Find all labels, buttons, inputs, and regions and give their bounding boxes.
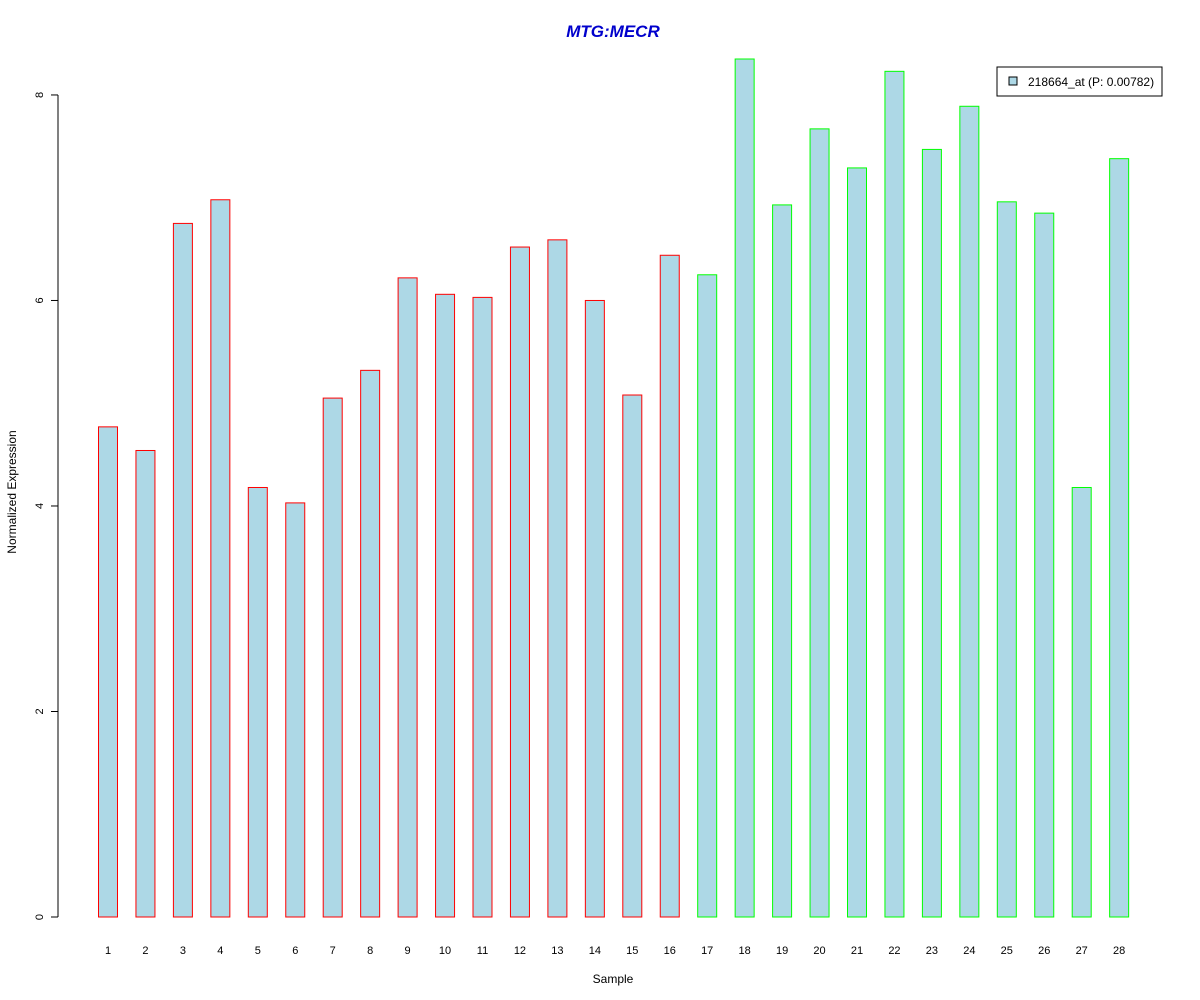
bar-sample-14 (584, 299, 605, 918)
x-tick-label: 22 (888, 945, 900, 957)
chart-title: MTG:MECR (566, 22, 660, 41)
bar-sample-15 (622, 394, 643, 918)
legend-label: 218664_at (P: 0.00782) (1028, 75, 1154, 89)
bar-sample-24 (959, 105, 980, 918)
bar-sample-28 (1109, 158, 1130, 918)
bar-sample-5 (247, 486, 268, 918)
x-tick-label: 6 (292, 945, 298, 957)
x-tick-label: 1 (105, 945, 111, 957)
y-tick-label: 4 (34, 503, 46, 509)
bar-sample-20 (809, 128, 830, 918)
bar-sample-27 (1071, 486, 1092, 918)
y-tick-label: 6 (34, 297, 46, 303)
bar-sample-16 (659, 254, 680, 918)
bar-sample-17 (697, 274, 718, 918)
x-tick-label: 21 (851, 945, 863, 957)
bar-sample-2 (135, 449, 156, 918)
bar-sample-3 (172, 222, 193, 918)
bar-sample-10 (435, 293, 456, 918)
x-tick-label: 23 (926, 945, 938, 957)
x-tick-label: 20 (813, 945, 825, 957)
x-tick-label: 19 (776, 945, 788, 957)
bar-sample-21 (847, 167, 867, 918)
x-tick-label: 17 (701, 945, 713, 957)
bar-sample-22 (884, 70, 905, 918)
x-tick-label: 3 (180, 945, 186, 957)
x-tick-label: 9 (405, 945, 411, 957)
x-axis-label: Sample (593, 972, 634, 986)
bar-sample-23 (921, 148, 942, 918)
x-tick-label: 15 (626, 945, 638, 957)
x-tick-label: 11 (477, 945, 488, 957)
x-tick-label: 7 (330, 945, 336, 957)
x-tick-label: 5 (255, 945, 261, 957)
bar-sample-9 (397, 277, 418, 918)
legend-box (996, 66, 1163, 97)
x-tick-label: 13 (551, 945, 563, 957)
y-tick-label: 0 (34, 914, 46, 920)
x-tick-label: 16 (664, 945, 676, 957)
y-tick-label: 2 (34, 708, 46, 714)
x-tick-label: 8 (367, 945, 373, 957)
x-tick-label: 4 (217, 945, 223, 957)
x-tick-label: 28 (1113, 945, 1125, 957)
bar-sample-25 (996, 201, 1017, 918)
bar-group (98, 58, 1130, 918)
x-tick-label: 25 (1001, 945, 1013, 957)
x-tick-label: 24 (963, 945, 975, 957)
x-tick-label: 12 (514, 945, 526, 957)
bar-sample-12 (509, 246, 530, 918)
y-axis-label: Normalized Expression (5, 430, 19, 553)
bar-sample-11 (472, 296, 493, 918)
bar-sample-26 (1034, 212, 1055, 918)
x-tick-label: 10 (439, 945, 451, 957)
y-tick-label: 8 (34, 92, 46, 98)
bar-sample-19 (772, 204, 793, 918)
legend: 218664_at (P: 0.00782) (996, 66, 1163, 97)
x-tick-label: 2 (142, 945, 148, 957)
x-tick-label: 18 (739, 945, 751, 957)
x-tick-label: 26 (1038, 945, 1050, 957)
bar-sample-8 (360, 369, 381, 918)
bar-sample-13 (547, 239, 568, 918)
y-axis: 0 2 4 6 8 (34, 92, 59, 920)
bar-sample-6 (285, 502, 306, 918)
bar-sample-18 (734, 58, 755, 918)
x-tick-labels: 1 2 3 4 5 6 7 8 9 10 11 12 13 14 15 16 17 18 19 20 21 22 23 24 2… (105, 945, 1125, 957)
bar-sample-4 (210, 199, 231, 918)
bar-sample-7 (322, 397, 343, 918)
x-tick-label: 27 (1076, 945, 1088, 957)
legend-swatch (1008, 76, 1018, 86)
x-tick-label: 14 (589, 945, 601, 957)
bar-sample-1 (98, 426, 118, 918)
